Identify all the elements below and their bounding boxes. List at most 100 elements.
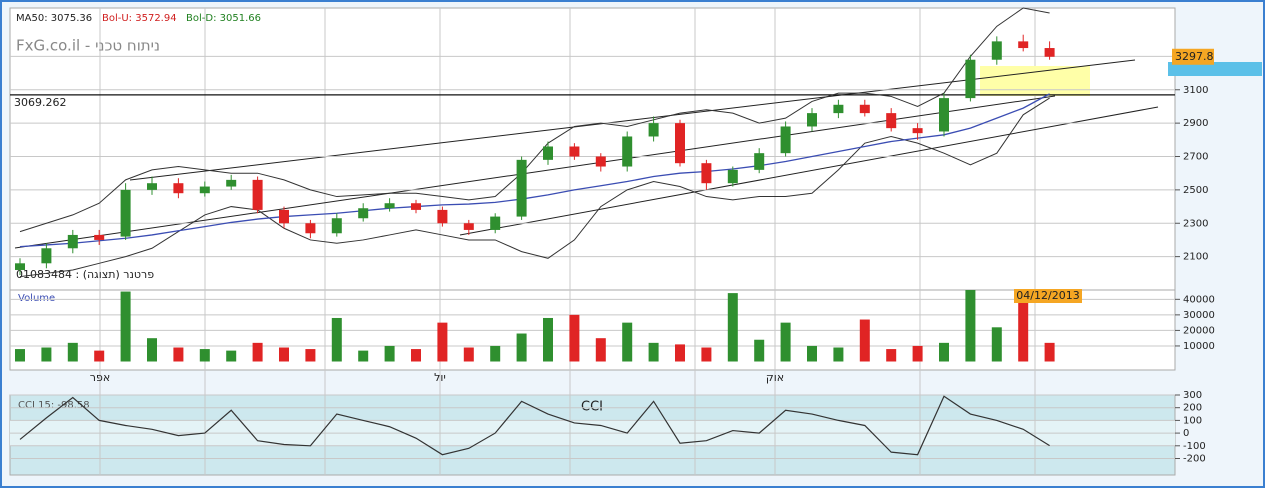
candle-body xyxy=(543,146,553,160)
level-label: 3069.262 xyxy=(14,96,67,109)
y-tick-label: 20000 xyxy=(1183,325,1215,336)
volume-bar xyxy=(437,322,448,362)
y-tick-label: -200 xyxy=(1183,453,1206,464)
candle-body xyxy=(490,216,501,230)
candle-body xyxy=(94,234,105,240)
volume-bar xyxy=(622,322,633,362)
y-tick-label: 30000 xyxy=(1183,310,1215,321)
volume-bar xyxy=(701,347,712,362)
volume-bar xyxy=(463,347,474,362)
volume-bar xyxy=(1044,342,1055,362)
candle-body xyxy=(701,163,712,184)
volume-bar xyxy=(384,345,395,362)
cci-line xyxy=(19,395,1050,456)
candle-body xyxy=(754,153,765,170)
candle-body xyxy=(965,59,976,99)
candle-body xyxy=(147,183,157,190)
candle-body xyxy=(807,113,817,127)
ma-label: MA50: 3075.36 xyxy=(16,13,92,24)
candle-body xyxy=(226,179,237,187)
candle-body xyxy=(675,123,685,164)
candle-body xyxy=(833,104,844,114)
candle-body xyxy=(437,209,448,224)
candle-body xyxy=(939,98,949,132)
symbol: 01083484 : פרטנר (תצוגה) xyxy=(16,268,154,281)
volume-bar xyxy=(991,327,1002,362)
candle-body xyxy=(648,123,659,137)
volume-bar xyxy=(120,291,131,362)
volume-bar xyxy=(754,339,765,362)
price-tag xyxy=(1172,48,1214,65)
bol-lower-line xyxy=(19,97,1050,278)
candle-body xyxy=(1018,41,1029,49)
y-tick-label: 0 xyxy=(1183,428,1189,439)
volume-bar xyxy=(252,342,263,362)
cci-label: CCI 15: -98.58 xyxy=(18,400,90,411)
y-tick-label: 3100 xyxy=(1183,85,1208,96)
ma50-line xyxy=(19,93,1050,248)
candle-body xyxy=(173,183,184,194)
x-tick-label: אפר xyxy=(90,371,110,384)
candle-body xyxy=(331,218,342,234)
candle-body xyxy=(411,203,421,210)
volume-bar xyxy=(807,345,817,362)
candle-body xyxy=(595,156,606,167)
volume-bar xyxy=(199,349,210,362)
volume-title: Volume xyxy=(18,293,55,304)
bol-upper-line xyxy=(19,7,1050,233)
bolu-label: Bol-U: 3572.94 xyxy=(102,13,177,24)
y-tick-label: 200 xyxy=(1183,403,1202,414)
date-tag xyxy=(1014,289,1082,303)
candle-body xyxy=(279,209,289,224)
candle-body xyxy=(463,223,474,230)
candle-body xyxy=(15,263,25,270)
candle-body xyxy=(516,159,527,217)
volume-bar xyxy=(15,349,25,362)
candle-body xyxy=(120,189,131,237)
candle-body xyxy=(67,234,78,249)
y-tick-label: 2300 xyxy=(1183,218,1208,229)
candle-body xyxy=(780,126,791,154)
volume-bar xyxy=(648,342,659,362)
volume-bar xyxy=(67,342,78,362)
volume-bar xyxy=(147,338,157,362)
y-tick-label: 100 xyxy=(1183,415,1202,426)
y-tick-label: 10000 xyxy=(1183,341,1215,352)
volume-bar xyxy=(358,350,369,362)
volume-bar xyxy=(965,290,976,362)
volume-bar xyxy=(780,322,791,362)
volume-bar xyxy=(1018,299,1029,362)
candle-body xyxy=(305,223,316,234)
y-tick-label: 40000 xyxy=(1183,294,1215,305)
y-tick-label: -100 xyxy=(1183,441,1206,452)
volume-bar xyxy=(939,342,949,362)
candle-body xyxy=(358,208,369,219)
candle-body xyxy=(199,186,210,194)
candle-body xyxy=(859,104,870,114)
volume-bar xyxy=(569,314,580,362)
volume-bar xyxy=(859,319,870,362)
volume-bar xyxy=(543,317,553,362)
price-tag-label: 3297.8 xyxy=(1175,50,1214,63)
candle-body xyxy=(384,203,395,209)
volume-bar xyxy=(912,345,923,362)
y-tick-label: 2700 xyxy=(1183,152,1208,163)
cci-title: CCI xyxy=(581,400,603,415)
price-bar xyxy=(1168,62,1262,76)
candle-body xyxy=(912,128,923,134)
candle-body xyxy=(41,248,52,264)
volume-bar xyxy=(226,350,237,362)
y-tick-label: 2100 xyxy=(1183,252,1208,263)
candle-body xyxy=(252,179,263,210)
y-tick-label: 2900 xyxy=(1183,118,1208,129)
volume-bar xyxy=(94,350,105,362)
volume-bar xyxy=(595,338,606,362)
volume-bar xyxy=(727,293,738,362)
volume-bar xyxy=(675,344,685,362)
candle-body xyxy=(991,41,1002,60)
x-tick-label: יול xyxy=(434,371,446,384)
volume-bar xyxy=(173,347,184,362)
volume-bar xyxy=(490,345,501,362)
candle-body xyxy=(1044,48,1055,57)
bold-label: Bol-D: 3051.66 xyxy=(186,13,261,24)
